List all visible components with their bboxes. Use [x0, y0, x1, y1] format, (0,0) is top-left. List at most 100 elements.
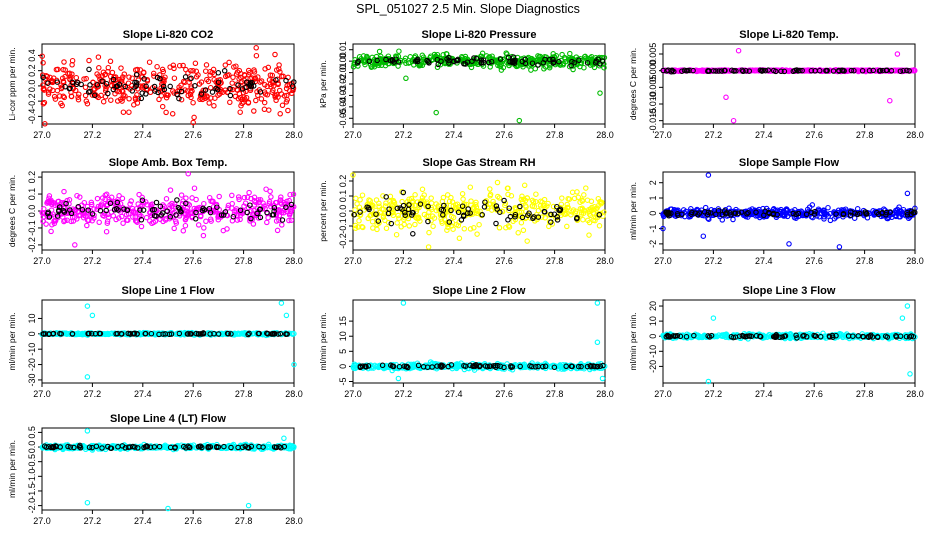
data-point: [757, 212, 764, 218]
data-point: [88, 201, 95, 208]
data-point: [586, 219, 593, 226]
data-point: [269, 89, 275, 95]
x-tick-label: 27.4: [134, 516, 152, 526]
y-tick-label: -5: [338, 377, 348, 385]
secondary-point: [142, 330, 148, 337]
data-point: [501, 56, 507, 63]
y-tick-label: -0.01: [338, 62, 348, 83]
data-point: [487, 193, 493, 199]
data-point: [276, 66, 282, 72]
data-point: [565, 204, 571, 211]
data-point: [553, 53, 560, 59]
data-point: [424, 204, 431, 210]
x-tick-label: 27.4: [445, 130, 463, 140]
x-tick-label: 27.0: [654, 256, 672, 266]
secondary-point: [742, 333, 748, 340]
secondary-point: [129, 88, 136, 94]
x-tick-label: 27.0: [344, 130, 362, 140]
secondary-point: [506, 205, 512, 211]
secondary-point: [162, 331, 168, 337]
secondary-point: [245, 331, 251, 338]
y-tick-label: -0.2: [27, 237, 37, 253]
data-point: [351, 61, 357, 67]
y-tick-label: 0.0: [338, 205, 348, 218]
y-tick-label: -0.04: [338, 97, 348, 118]
data-point: [238, 102, 244, 109]
data-point: [179, 200, 186, 207]
data-point: [236, 76, 242, 82]
x-tick-label: 27.4: [755, 389, 773, 399]
data-point: [59, 75, 66, 81]
data-point: [393, 231, 400, 238]
secondary-point: [808, 67, 815, 74]
data-point: [242, 72, 248, 79]
secondary-point: [174, 197, 180, 203]
secondary-point: [576, 57, 582, 64]
secondary-point: [289, 83, 296, 89]
data-point: [126, 96, 132, 102]
secondary-point: [264, 209, 270, 216]
data-point: [787, 211, 794, 217]
secondary-point: [99, 78, 105, 84]
data-point: [104, 220, 111, 226]
data-point: [523, 204, 529, 210]
data-point: [473, 207, 479, 214]
secondary-point: [721, 208, 728, 214]
secondary-point: [851, 67, 857, 74]
y-tick-label: 15: [338, 316, 348, 326]
data-point: [581, 53, 588, 60]
data-point: [81, 212, 87, 219]
data-point: [196, 204, 203, 211]
data-point: [474, 231, 480, 237]
y-tick-label: -10: [648, 345, 658, 358]
x-tick-label: 27.2: [395, 256, 413, 266]
outlier-point: [904, 190, 911, 197]
secondary-point: [739, 67, 745, 73]
secondary-point: [908, 333, 915, 339]
secondary-point: [122, 83, 128, 90]
data-point: [581, 208, 587, 214]
secondary-point: [283, 331, 289, 337]
data-point: [163, 109, 169, 116]
y-tick-label: 0.1: [338, 190, 348, 203]
data-point: [290, 191, 297, 198]
secondary-point: [68, 210, 75, 217]
secondary-point: [141, 76, 147, 82]
secondary-point: [845, 333, 852, 339]
secondary-point: [354, 60, 361, 66]
secondary-point: [227, 92, 234, 99]
data-point: [520, 364, 526, 371]
secondary-point: [440, 207, 447, 214]
data-point: [495, 59, 501, 66]
y-tick-label: 10: [338, 331, 348, 341]
outlier-point: [723, 94, 729, 101]
x-tick-label: 27.4: [134, 256, 152, 266]
data-point: [352, 222, 359, 229]
data-point: [213, 79, 219, 85]
secondary-point: [201, 207, 208, 213]
data-point: [269, 72, 276, 79]
data-point: [51, 220, 58, 227]
secondary-point: [54, 79, 61, 85]
data-point: [119, 213, 125, 220]
secondary-point: [779, 334, 786, 340]
y-tick-label: 2: [648, 180, 658, 185]
secondary-point: [493, 220, 499, 227]
data-point: [580, 216, 586, 223]
secondary-point: [486, 363, 493, 369]
secondary-point: [200, 205, 206, 212]
secondary-point: [535, 363, 541, 370]
secondary-point: [882, 333, 889, 339]
data-point: [821, 333, 828, 340]
data-point: [289, 205, 296, 211]
data-point: [719, 217, 726, 223]
secondary-point: [174, 91, 180, 98]
data-point: [494, 179, 501, 186]
data-point: [456, 235, 463, 242]
y-tick-label: -0.1: [338, 218, 348, 234]
data-point: [359, 223, 365, 230]
data-point: [100, 98, 107, 105]
data-point: [56, 93, 63, 99]
series-points: [39, 428, 297, 512]
secondary-point: [214, 86, 221, 93]
